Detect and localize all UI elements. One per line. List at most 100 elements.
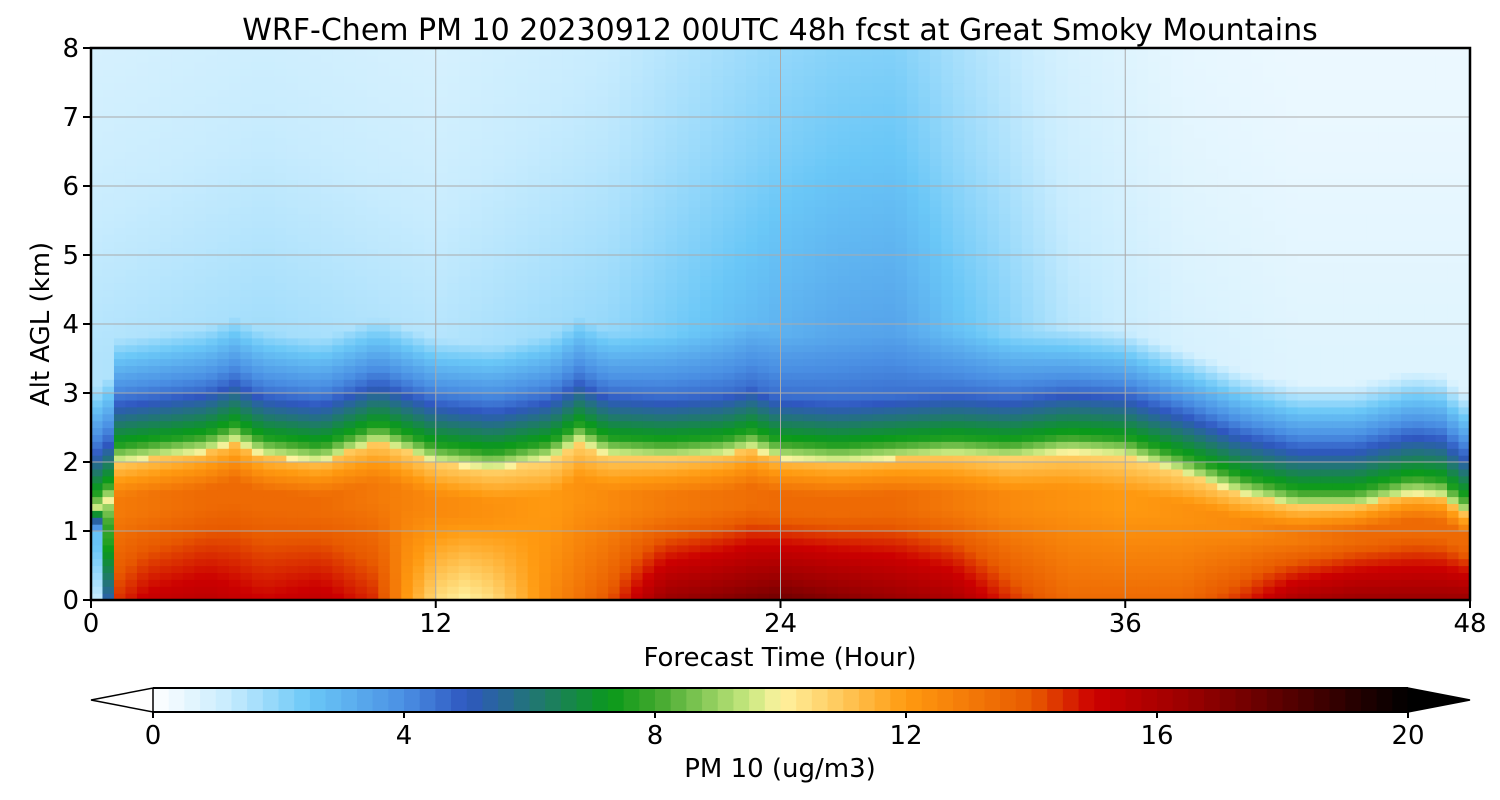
field-cell — [504, 399, 517, 408]
field-cell — [608, 482, 621, 491]
field-cell — [769, 531, 782, 539]
field-cell — [631, 303, 644, 311]
field-cell — [631, 61, 644, 70]
field-cell — [527, 531, 540, 539]
field-cell — [217, 213, 230, 222]
field-cell — [182, 310, 196, 318]
field-cell — [470, 268, 483, 277]
field-cell — [424, 544, 437, 553]
field-cell — [585, 365, 598, 373]
field-cell — [654, 261, 667, 270]
field-cell — [401, 275, 414, 284]
field-cell — [780, 268, 793, 277]
field-cell — [539, 565, 552, 573]
field-cell — [723, 165, 736, 173]
field-cell — [320, 48, 333, 56]
field-cell — [136, 544, 150, 553]
field-cell — [700, 317, 713, 325]
field-cell — [665, 103, 678, 111]
field-cell — [217, 96, 230, 104]
field-cell — [550, 303, 563, 311]
field-cell — [608, 537, 621, 546]
field-cell — [550, 199, 563, 208]
field-cell — [447, 565, 460, 573]
field-cell — [677, 213, 690, 222]
field-cell — [412, 165, 425, 173]
field-cell — [458, 234, 471, 242]
field-cell — [332, 192, 345, 201]
field-cell — [240, 386, 253, 394]
field-cell — [527, 282, 540, 291]
field-cell — [493, 117, 506, 125]
field-cell — [447, 531, 460, 539]
field-cell — [619, 255, 632, 263]
field-cell — [573, 524, 586, 532]
field-cell — [677, 186, 690, 194]
field-cell — [355, 537, 368, 546]
field-cell — [332, 427, 345, 435]
field-cell — [470, 572, 483, 580]
field-cell — [562, 324, 575, 332]
field-cell — [378, 310, 391, 318]
field-cell — [711, 455, 724, 463]
field-cell — [125, 544, 138, 553]
field-cell — [791, 386, 805, 394]
field-cell — [148, 165, 161, 173]
field-cell — [136, 572, 150, 580]
field-cell — [366, 586, 379, 594]
field-cell — [665, 192, 678, 201]
field-cell — [504, 310, 517, 318]
field-cell — [136, 351, 150, 360]
field-cell — [251, 186, 264, 194]
field-cell — [711, 186, 724, 194]
field-cell — [389, 289, 402, 297]
field-cell — [171, 372, 184, 380]
field-cell — [688, 393, 701, 401]
field-cell — [217, 275, 230, 284]
field-cell — [343, 386, 356, 394]
field-cell — [343, 137, 356, 146]
field-cell — [688, 448, 701, 456]
field-cell — [642, 420, 655, 429]
field-cell — [481, 565, 494, 573]
field-cell — [297, 441, 310, 449]
field-cell — [470, 199, 483, 208]
field-cell — [91, 510, 104, 518]
field-cell — [677, 289, 690, 297]
field-cell — [780, 220, 793, 228]
field-cell — [274, 572, 287, 580]
field-cell — [297, 75, 310, 84]
field-cell — [205, 386, 219, 394]
field-cell — [401, 510, 414, 518]
field-cell — [378, 227, 391, 235]
field-cell — [585, 593, 598, 601]
field-cell — [240, 241, 253, 249]
field-cell — [228, 158, 241, 166]
field-cell — [91, 289, 104, 297]
field-cell — [205, 137, 219, 146]
field-cell — [791, 565, 805, 573]
field-cell — [136, 255, 150, 263]
field-cell — [148, 317, 161, 325]
field-cell — [562, 54, 575, 63]
field-cell — [688, 158, 701, 166]
field-cell — [711, 144, 724, 153]
field-cell — [102, 54, 115, 63]
field-cell — [401, 89, 414, 97]
field-cell — [113, 241, 127, 249]
field-cell — [608, 268, 621, 277]
field-cell — [355, 206, 368, 215]
field-cell — [608, 82, 621, 90]
field-cell — [550, 524, 563, 532]
field-cell — [424, 406, 437, 415]
field-cell — [240, 593, 253, 601]
field-cell — [435, 117, 448, 125]
field-cell — [757, 517, 770, 525]
field-cell — [182, 531, 196, 539]
field-cell — [217, 137, 230, 146]
field-cell — [263, 130, 276, 139]
field-cell — [125, 317, 138, 325]
field-cell — [343, 123, 356, 132]
field-cell — [527, 462, 540, 470]
field-cell — [320, 158, 333, 166]
